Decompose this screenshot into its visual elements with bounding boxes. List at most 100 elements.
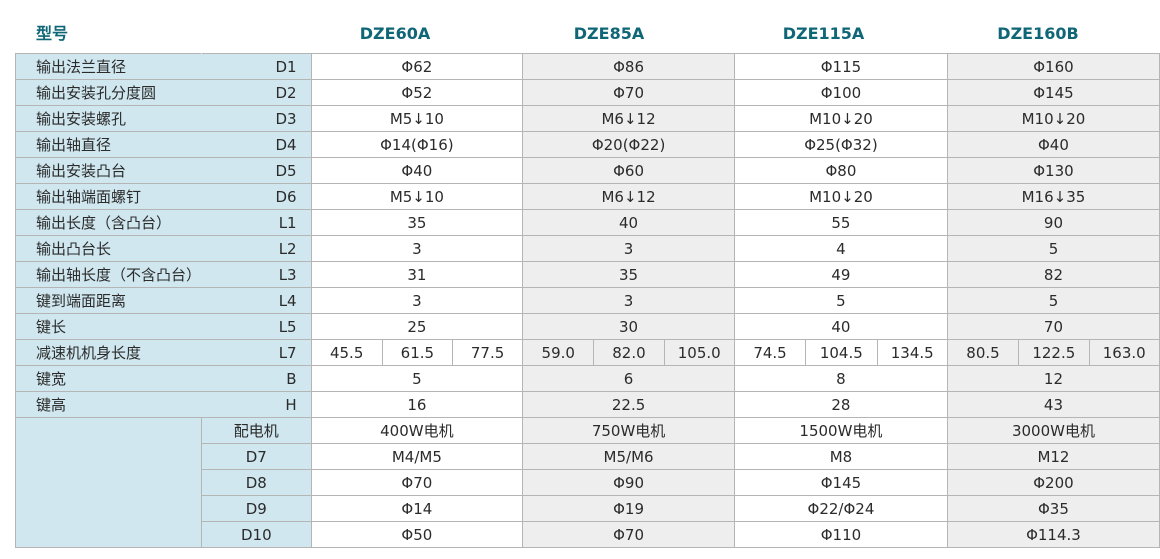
row-label: 输出法兰直径 [14, 53, 203, 80]
row-code: D2 [201, 79, 312, 106]
value-subcell: 59.0 [522, 339, 595, 366]
row-label: 输出安装螺孔 [14, 105, 203, 132]
value-cell: Φ20(Φ22) [522, 131, 735, 158]
value-cell: Φ145 [733, 469, 948, 496]
row-label: 输出凸台长 [14, 235, 203, 262]
value-cell: 70 [946, 313, 1160, 340]
row-label: 输出轴直径 [14, 131, 203, 158]
value-cell: Φ86 [522, 53, 735, 80]
table-row-motor: D10 Φ50 Φ70 Φ110 Φ114.3 [16, 521, 1160, 548]
table-row-motor: D9 Φ14 Φ19 Φ22/Φ24 Φ35 [16, 495, 1160, 522]
row-label: 键高 [14, 391, 203, 418]
row-code: L3 [201, 261, 312, 288]
value-cell: 82 [946, 261, 1160, 288]
value-cell: M5↓10 [310, 183, 524, 210]
motor-group-label [14, 417, 203, 548]
table-row-l7: 减速机机身长度 L7 45.5 61.5 77.5 59.0 82.0 105.0 74.5 10… [14, 339, 1160, 366]
value-cell: M10↓20 [733, 105, 948, 132]
value-cell: Φ14(Φ16) [310, 131, 524, 158]
spec-table: 输出法兰直径 D1 Φ62 Φ86 Φ115 Φ160 输出安装孔分度圆 D2 Φ52 Φ70 Φ1… [14, 53, 1160, 548]
value-cell: 30 [522, 313, 735, 340]
value-cell: M10↓20 [946, 105, 1160, 132]
value-cell: 3 [522, 235, 735, 262]
motor-sub-label: D10 [201, 521, 312, 548]
value-cell: 35 [310, 209, 524, 236]
value-cell: 16 [310, 391, 524, 418]
value-cell: 12 [946, 365, 1160, 392]
row-label: 输出轴长度（不含凸台） [14, 261, 203, 288]
value-subcell: 82.0 [593, 339, 665, 366]
motor-sub-label: D9 [201, 495, 312, 522]
value-subcell: 74.5 [733, 339, 807, 366]
value-subcell: 122.5 [1018, 339, 1090, 366]
value-cell: Φ25(Φ32) [733, 131, 948, 158]
row-label: 键宽 [14, 365, 203, 392]
value-subcell: 61.5 [381, 339, 453, 366]
value-cell: Φ35 [946, 495, 1160, 522]
value-cell: Φ40 [310, 157, 524, 184]
value-cell: 55 [733, 209, 948, 236]
value-cell: 40 [733, 313, 948, 340]
value-cell: Φ130 [946, 157, 1160, 184]
value-cell: M6↓12 [522, 105, 735, 132]
motor-sub-label: D7 [201, 443, 312, 470]
table-row-motor: 配电机 400W电机 750W电机 1500W电机 3000W电机 [14, 417, 1160, 548]
value-cell: 3 [310, 235, 524, 262]
row-label: 键长 [14, 313, 203, 340]
value-cell: 3000W电机 [946, 417, 1160, 444]
row-code: L1 [201, 209, 312, 236]
row-code: D5 [201, 157, 312, 184]
value-cell: 5 [733, 287, 948, 314]
value-cell: M10↓20 [733, 183, 948, 210]
table-row: 输出法兰直径 D1 Φ62 Φ86 Φ115 Φ160 [14, 53, 1160, 80]
table-row: 键宽 B 5 6 8 12 [14, 365, 1160, 392]
value-cell: 43 [946, 391, 1160, 418]
value-cell: 40 [522, 209, 735, 236]
table-row: 键到端面距离 L4 3 3 5 5 [14, 287, 1160, 314]
value-cell: 90 [946, 209, 1160, 236]
value-cell: 35 [522, 261, 735, 288]
value-cell: M16↓35 [946, 183, 1160, 210]
value-cell: Φ90 [522, 469, 735, 496]
table-row: 输出凸台长 L2 3 3 4 5 [14, 235, 1160, 262]
value-subcell: 80.5 [946, 339, 1020, 366]
table-row: 键长 L5 25 30 40 70 [14, 313, 1160, 340]
table-row: 输出安装凸台 D5 Φ40 Φ60 Φ80 Φ130 [14, 157, 1160, 184]
row-label: 减速机机身长度 [14, 339, 203, 366]
value-cell: Φ70 [522, 79, 735, 106]
value-cell: Φ80 [733, 157, 948, 184]
value-cell: 5 [946, 287, 1160, 314]
value-subcell: 134.5 [876, 339, 948, 366]
table-row-motor: D7 M4/M5 M5/M6 M8 M12 [16, 443, 1160, 470]
value-cell: Φ115 [733, 53, 948, 80]
value-cell: Φ14 [310, 495, 524, 522]
row-label: 键到端面距离 [14, 287, 203, 314]
motor-sub-label: D8 [201, 469, 312, 496]
model-header-dze85a: DZE85A [573, 24, 645, 43]
row-code: D6 [201, 183, 312, 210]
value-cell: Φ110 [733, 521, 948, 548]
row-code: L7 [201, 339, 312, 366]
value-cell: 3 [522, 287, 735, 314]
value-cell: Φ145 [946, 79, 1160, 106]
table-row: 输出轴端面螺钉 D6 M5↓10 M6↓12 M10↓20 M16↓35 [14, 183, 1160, 210]
table-row-motor: D8 Φ70 Φ90 Φ145 Φ200 [16, 469, 1160, 496]
value-cell: 4 [733, 235, 948, 262]
value-cell: M5↓10 [310, 105, 524, 132]
row-code: L4 [201, 287, 312, 314]
value-cell: 8 [733, 365, 948, 392]
value-cell: Φ50 [310, 521, 524, 548]
value-cell: 28 [733, 391, 948, 418]
row-label: 输出轴端面螺钉 [14, 183, 203, 210]
value-cell: Φ19 [522, 495, 735, 522]
value-cell: Φ160 [946, 53, 1160, 80]
value-cell: Φ22/Φ24 [733, 495, 948, 522]
model-header-dze115a: DZE115A [782, 24, 865, 43]
value-cell: 22.5 [522, 391, 735, 418]
value-cell: 49 [733, 261, 948, 288]
value-cell: 750W电机 [522, 417, 735, 444]
value-cell: M6↓12 [522, 183, 735, 210]
value-cell: Φ70 [522, 521, 735, 548]
row-code: D4 [201, 131, 312, 158]
model-header-dze60a: DZE60A [359, 24, 431, 43]
